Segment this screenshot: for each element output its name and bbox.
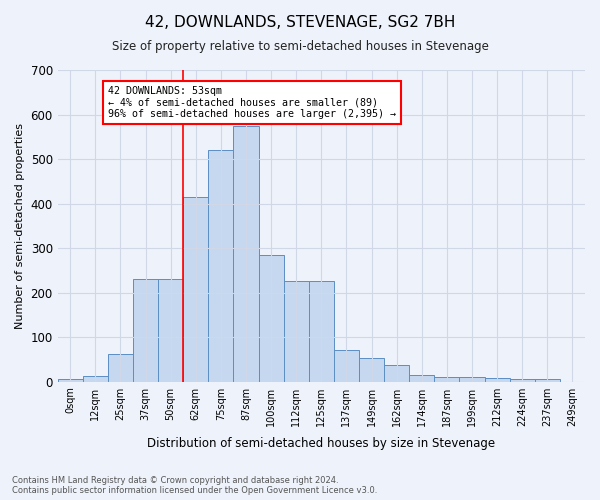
Bar bbox=[284, 282, 309, 382]
Bar bbox=[384, 365, 409, 382]
Bar bbox=[434, 377, 460, 382]
Y-axis label: Number of semi-detached properties: Number of semi-detached properties bbox=[15, 123, 25, 329]
Bar bbox=[259, 255, 284, 382]
Bar bbox=[108, 354, 133, 382]
Text: Size of property relative to semi-detached houses in Stevenage: Size of property relative to semi-detach… bbox=[112, 40, 488, 53]
Bar bbox=[485, 378, 509, 382]
Bar bbox=[183, 197, 208, 382]
Text: 42, DOWNLANDS, STEVENAGE, SG2 7BH: 42, DOWNLANDS, STEVENAGE, SG2 7BH bbox=[145, 15, 455, 30]
Bar bbox=[208, 150, 233, 382]
Bar bbox=[233, 126, 259, 382]
Bar bbox=[359, 358, 384, 382]
Bar bbox=[133, 280, 158, 382]
Bar bbox=[83, 376, 108, 382]
Bar bbox=[334, 350, 359, 382]
Bar bbox=[535, 380, 560, 382]
Text: 42 DOWNLANDS: 53sqm
← 4% of semi-detached houses are smaller (89)
96% of semi-de: 42 DOWNLANDS: 53sqm ← 4% of semi-detache… bbox=[108, 86, 396, 119]
Bar bbox=[509, 380, 535, 382]
Bar bbox=[309, 282, 334, 382]
Bar bbox=[58, 380, 83, 382]
Bar bbox=[409, 376, 434, 382]
X-axis label: Distribution of semi-detached houses by size in Stevenage: Distribution of semi-detached houses by … bbox=[147, 437, 496, 450]
Bar bbox=[158, 280, 183, 382]
Text: Contains HM Land Registry data © Crown copyright and database right 2024.
Contai: Contains HM Land Registry data © Crown c… bbox=[12, 476, 377, 495]
Bar bbox=[460, 377, 485, 382]
